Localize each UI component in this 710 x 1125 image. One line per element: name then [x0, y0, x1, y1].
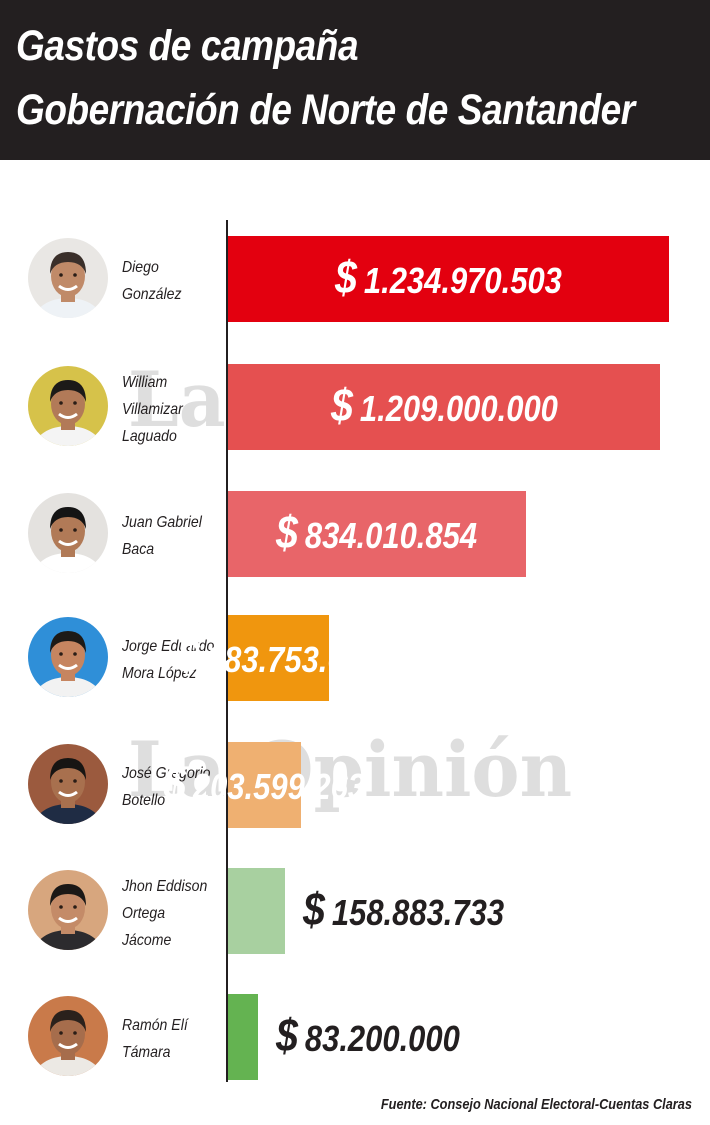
title-line-2: Gobernación de Norte de Santander [16, 86, 635, 134]
candidate-name: Jorge Eduardo Mora López [122, 633, 219, 687]
bar [228, 994, 258, 1080]
chart-row: Jorge Eduardo Mora López $283.753.693 [0, 615, 710, 705]
bar-value-label: $203.599.263 [164, 756, 365, 810]
bar-value-label: $834.010.854 [276, 505, 477, 559]
candidate-name-line: Diego [122, 259, 159, 276]
candidate-name: Jhon Eddison Ortega Jácome [122, 873, 219, 954]
candidate-name-line: Juan Gabriel [122, 514, 202, 531]
value-text: 83.200.000 [304, 1018, 460, 1059]
candidate-name-line: Ortega [122, 904, 166, 922]
currency-symbol: $ [178, 630, 201, 682]
candidate-name: William Villamizar Laguado [122, 369, 219, 450]
candidate-name-line: José Gregorio [122, 765, 211, 782]
candidate-name-line: Botello [122, 792, 166, 809]
bar [228, 868, 285, 954]
currency-symbol: $ [303, 883, 326, 935]
bar-value-label: $158.883.733 [303, 882, 504, 936]
currency-symbol: $ [331, 379, 354, 431]
bar [228, 364, 660, 450]
value-text: 283.753.693 [206, 639, 380, 680]
bar [228, 236, 669, 322]
candidate-avatar [28, 744, 108, 824]
chart-row: William Villamizar Laguado $1.209.000.000 [0, 364, 710, 454]
source-note: Fuente: Consejo Nacional Electoral-Cuent… [380, 1096, 692, 1113]
value-text: 203.599.263 [192, 766, 366, 807]
bar [228, 491, 526, 577]
candidate-name: Diego González [122, 254, 219, 308]
candidate-avatar [28, 366, 108, 446]
candidate-name-line: Laguado [122, 427, 177, 445]
chart-axis-line [226, 220, 228, 1082]
bar-value-label: $1.209.000.000 [331, 378, 558, 432]
currency-symbol: $ [276, 506, 299, 558]
candidate-name-line: William [122, 373, 168, 391]
candidate-avatar [28, 493, 108, 573]
candidate-name-line: Jácome [122, 931, 172, 949]
bar-value-label: $1.234.970.503 [335, 250, 562, 304]
chart-row: José Gregorio Botello $203.599.263 [0, 742, 710, 832]
candidate-name-line: Villamizar [122, 400, 183, 418]
chart-row: Juan Gabriel Baca $834.010.854 [0, 491, 710, 581]
value-text: 158.883.733 [331, 892, 505, 933]
candidate-avatar [28, 996, 108, 1076]
bar-value-label: $283.753.693 [178, 629, 379, 683]
candidate-name-line: Ramón Elí [122, 1017, 188, 1034]
title-line-1: Gastos de campaña [16, 22, 359, 70]
bar [228, 615, 329, 701]
currency-symbol: $ [164, 757, 187, 809]
bar-value-label: $83.200.000 [276, 1008, 460, 1062]
value-text: 1.209.000.000 [359, 388, 558, 429]
chart-row: Ramón Elí Támara $83.200.000 [0, 994, 710, 1084]
candidate-avatar [28, 617, 108, 697]
candidate-name-line: Támara [122, 1044, 171, 1061]
candidate-name: José Gregorio Botello [122, 760, 219, 814]
chart-row: Diego González $1.234.970.503 [0, 236, 710, 326]
candidate-avatar [28, 238, 108, 318]
currency-symbol: $ [335, 251, 358, 303]
candidate-avatar [28, 870, 108, 950]
chart-row: Jhon Eddison Ortega Jácome $158.883.733 [0, 868, 710, 958]
currency-symbol: $ [276, 1009, 299, 1061]
candidate-name-line: Baca [122, 541, 155, 558]
candidate-name-line: Jhon Eddison [122, 877, 208, 895]
bar [228, 742, 301, 828]
value-text: 1.234.970.503 [363, 260, 562, 301]
candidate-name: Ramón Elí Támara [122, 1012, 219, 1066]
candidate-name: Juan Gabriel Baca [122, 509, 219, 563]
header-banner: Gastos de campaña Gobernación de Norte d… [0, 0, 710, 160]
value-text: 834.010.854 [304, 515, 478, 556]
candidate-name-line: Jorge Eduardo [122, 638, 215, 655]
candidate-name-line: González [122, 286, 182, 303]
candidate-name-line: Mora López [122, 665, 197, 682]
